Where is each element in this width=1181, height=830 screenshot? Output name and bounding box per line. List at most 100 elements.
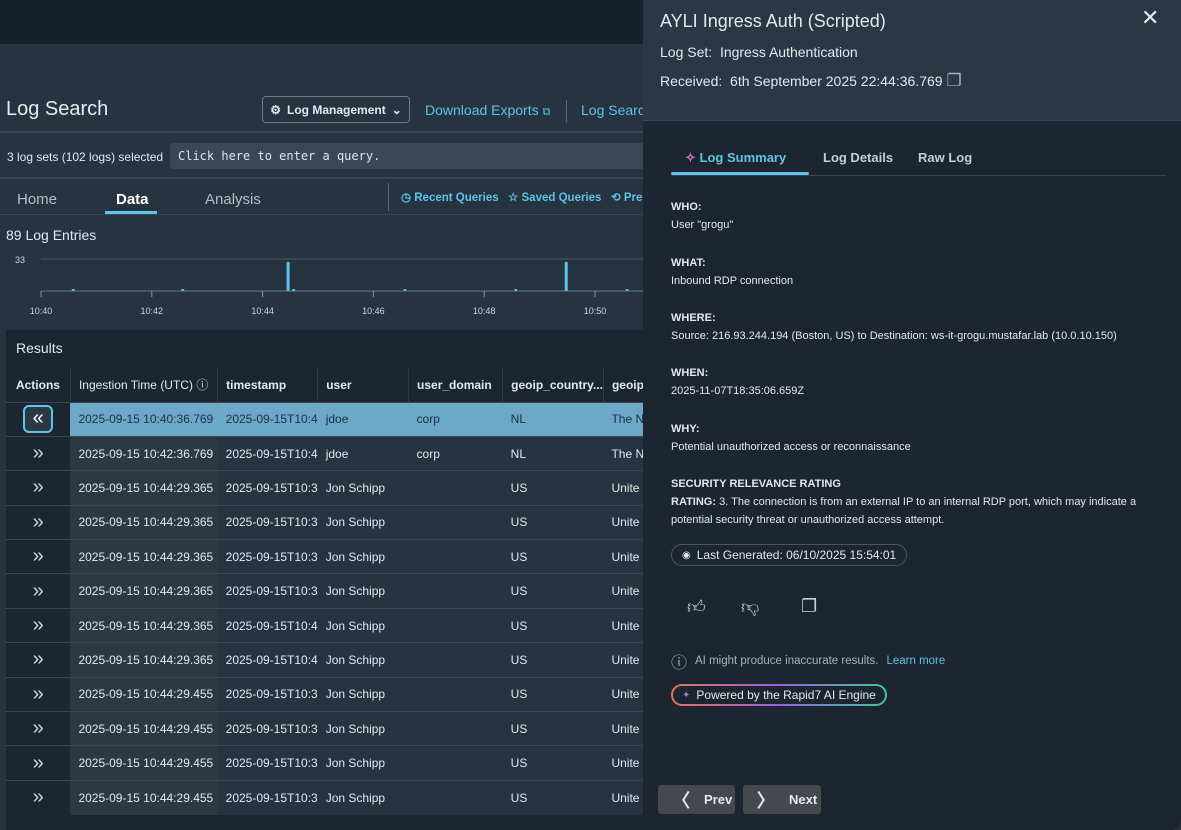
column-geoip[interactable]: geoip <box>603 368 646 402</box>
clock-icon: ◷ <box>401 192 412 204</box>
last-generated-text: Last Generated: 06/10/2025 15:54:01 <box>696 548 897 562</box>
table-row[interactable]: » 2025-09-15 10:44:29.365 2025-09-15T10:3 J… <box>6 573 645 609</box>
chevron-left-icon: 〈 <box>672 790 690 811</box>
histogram-bar[interactable] <box>71 289 75 291</box>
learn-more-link[interactable]: Learn more <box>886 655 946 667</box>
copy-icon[interactable]: ❐ <box>801 596 818 616</box>
cell-geoip: Unite <box>603 470 645 506</box>
expand-row-button[interactable]: » <box>6 607 71 643</box>
log-management-dropdown[interactable]: ⚙ Log Management ⌄ <box>262 96 410 123</box>
tab-analysis[interactable]: Analysis <box>205 191 261 208</box>
expand-row-button[interactable]: » <box>6 435 71 471</box>
cell-geoip-country: US <box>502 779 604 815</box>
histogram-bar[interactable] <box>286 261 290 291</box>
next-button[interactable]: 〉 Next <box>743 785 821 814</box>
table-row[interactable]: » 2025-09-15 10:44:29.455 2025-09-15T10:3 J… <box>6 779 645 815</box>
expand-row-button[interactable]: « <box>6 401 71 437</box>
pre-link[interactable]: ⟲ Pre <box>611 190 645 204</box>
expand-row-button[interactable]: » <box>6 470 71 506</box>
histogram-bar[interactable] <box>403 289 407 291</box>
log-selection[interactable]: 3 log sets (102 logs) selected <box>7 150 164 164</box>
histogram-bar[interactable] <box>181 289 185 291</box>
last-generated-badge: ◉ Last Generated: 06/10/2025 15:54:01 <box>671 544 908 566</box>
next-label: Next <box>789 792 818 807</box>
table-row[interactable]: » 2025-09-15 10:44:29.365 2025-09-15T10:3 J… <box>6 539 645 574</box>
table-row[interactable]: » 2025-09-15 10:44:29.365 2025-09-15T10:3 J… <box>6 470 645 506</box>
saved-queries-link[interactable]: ☆ Saved Queries <box>508 190 601 204</box>
thumbs-down-icon[interactable]: 👎︎ <box>741 597 760 617</box>
prev-button[interactable]: 〈 Prev <box>658 785 735 814</box>
table-row[interactable]: » 2025-09-15 10:42:36.769 2025-09-15T10:4 j… <box>6 435 645 471</box>
y-tick-label: 33 <box>15 255 25 265</box>
cell-user-domain <box>408 573 503 609</box>
table-row[interactable]: » 2025-09-15 10:44:29.455 2025-09-15T10:3 J… <box>6 711 645 746</box>
cell-geoip: Unite <box>603 711 645 746</box>
x-tick-label: 10:42 <box>141 306 164 316</box>
cell-timestamp: 2025-09-15T10:3 <box>217 745 318 781</box>
table-row[interactable]: » 2025-09-15 10:44:29.365 2025-09-15T10:4 J… <box>6 607 645 643</box>
histogram-bar[interactable] <box>514 289 518 291</box>
column-geoip-country[interactable]: geoip_country... <box>502 368 604 402</box>
tab-log-details[interactable]: Log Details <box>823 150 894 165</box>
column-user[interactable]: user <box>317 368 410 402</box>
cell-user-domain <box>408 504 503 540</box>
tab-log-summary[interactable]: ✧ Log Summary <box>685 150 786 166</box>
expand-chevron-icon: » <box>32 476 44 499</box>
cell-ingestion-time: 2025-09-15 10:44:29.365 <box>70 642 218 678</box>
rating-text: 3. The connection is from an external IP… <box>671 496 1137 526</box>
table-row[interactable]: » 2025-09-15 10:44:29.365 2025-09-15T10:3 J… <box>6 504 645 540</box>
expand-chevron-icon: » <box>32 751 44 774</box>
histogram-bar[interactable] <box>564 261 568 291</box>
cell-timestamp: 2025-09-15T10:4 <box>217 607 318 643</box>
active-tab-indicator <box>105 211 157 214</box>
cell-ingestion-time: 2025-09-15 10:44:29.365 <box>70 470 218 506</box>
expand-chevron-icon: » <box>32 510 44 533</box>
panel-tabs: ✧ Log Summary Log Details Raw Log <box>671 146 1166 176</box>
cell-ingestion-time: 2025-09-15 10:42:36.769 <box>70 435 218 471</box>
received-label: Received: <box>660 73 723 89</box>
cell-geoip-country: US <box>502 711 604 746</box>
pre-icon: ⟲ <box>611 192 621 204</box>
tab-home[interactable]: Home <box>17 191 58 208</box>
tab-raw-log[interactable]: Raw Log <box>918 150 973 165</box>
section-text: Potential unauthorized access or reconna… <box>671 441 911 453</box>
expand-row-button[interactable]: » <box>6 676 71 712</box>
recent-queries-link[interactable]: ◷ Recent Queries <box>401 190 499 204</box>
cell-geoip-country: NL <box>502 435 604 471</box>
column-user-domain[interactable]: user_domain <box>408 368 504 402</box>
column-ingestion-time[interactable]: Ingestion Time (UTC) ⓘ <box>70 368 219 402</box>
close-icon[interactable]: ✕ <box>1141 5 1160 30</box>
histogram-bar[interactable] <box>625 289 629 291</box>
table-row[interactable]: » 2025-09-15 10:44:29.365 2025-09-15T10:4 J… <box>6 642 645 678</box>
table-row[interactable]: » 2025-09-15 10:44:29.455 2025-09-15T10:3 J… <box>6 745 645 781</box>
table-row[interactable]: « 2025-09-15 10:40:36.769 2025-09-15T10:4 j… <box>6 401 645 437</box>
rating-label: RATING: <box>671 496 717 508</box>
received-value: 6th September 2025 22:44:36.769 <box>730 73 943 89</box>
expand-row-button[interactable]: » <box>6 504 71 540</box>
recent-queries-label: Recent Queries <box>414 192 499 204</box>
cell-timestamp: 2025-09-15T10:4 <box>217 401 318 437</box>
cell-user: Jon Schipp <box>317 573 409 609</box>
results-panel: Results Actions Ingestion Time (UTC) ⓘ t… <box>6 330 646 830</box>
column-timestamp[interactable]: timestamp <box>217 368 319 402</box>
log-search-link[interactable]: Log Search <box>581 102 645 118</box>
expand-chevron-icon: » <box>32 648 44 671</box>
expand-row-button[interactable]: » <box>6 745 71 781</box>
copy-icon[interactable]: ❐ <box>946 71 962 90</box>
expand-row-button[interactable]: » <box>6 573 71 609</box>
table-row[interactable]: » 2025-09-15 10:44:29.455 2025-09-15T10:3 J… <box>6 676 645 712</box>
expand-row-button[interactable]: » <box>6 539 71 574</box>
expand-chevron-icon: » <box>32 717 44 740</box>
download-exports-link[interactable]: Download Exports ⧉ <box>425 102 550 119</box>
expand-row-button[interactable]: » <box>6 779 71 815</box>
summary-section-where: WHERE: Source: 216.93.244.194 (Boston, US… <box>671 309 1151 345</box>
query-input[interactable]: Click here to enter a query. <box>170 143 645 169</box>
cell-user: Jon Schipp <box>317 607 409 643</box>
thumbs-up-icon[interactable]: 👍︎ <box>687 597 706 617</box>
tab-data[interactable]: Data <box>116 191 149 208</box>
expand-row-button[interactable]: » <box>6 642 71 678</box>
expand-row-button[interactable]: » <box>6 711 71 746</box>
log-set-label: Log Set: <box>660 44 713 60</box>
histogram-bar[interactable] <box>292 289 296 291</box>
expand-chevron-icon: » <box>32 786 44 809</box>
